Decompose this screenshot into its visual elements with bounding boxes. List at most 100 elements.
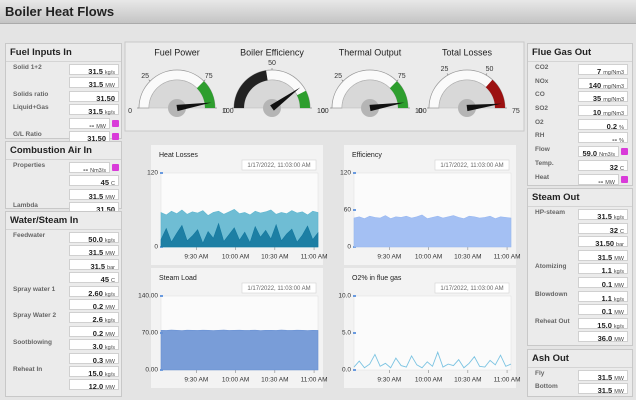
panel-row: Solid 1+2 31.5 kg/s xyxy=(6,64,121,77)
link-icon[interactable] xyxy=(112,164,119,171)
panel-row: 0.2 MW xyxy=(6,325,121,339)
row-label: Solid 1+2 xyxy=(13,64,42,71)
unit: kg/s xyxy=(104,371,115,378)
gauge-tick-label: 25 xyxy=(334,73,342,80)
row-label: Liquid+Gas xyxy=(13,104,49,112)
value-box: 31.5 MW xyxy=(69,188,119,201)
panel-row: Temp. 32 C xyxy=(528,159,632,174)
value: 32 xyxy=(609,225,619,235)
value: 140 xyxy=(588,80,602,90)
x-tick-label: 10:00 AM xyxy=(415,254,442,261)
panel-title: Water/Steam In xyxy=(6,212,121,230)
panel: Ash Out Fly 31.5 MW Bottom 31.5 MW xyxy=(527,349,633,397)
x-tick-label: 9:30 AM xyxy=(377,377,401,384)
unit: mg/Nm3 xyxy=(603,70,624,76)
value-box: 31.5 MW xyxy=(578,249,628,262)
gauge-tick-label: 100 xyxy=(222,108,234,115)
row-label: RH xyxy=(535,132,545,140)
y-tick-label: 0.0 xyxy=(342,367,351,374)
panel-row: -- MW xyxy=(6,117,121,131)
row-label: Temp. xyxy=(535,159,554,167)
y-tick-label: 120 xyxy=(147,170,158,177)
unit: C xyxy=(620,228,624,235)
value: 32 xyxy=(609,162,619,172)
value-box: 36.0 MW xyxy=(578,331,628,343)
value: 0.2 xyxy=(92,301,104,311)
gauge-tick xyxy=(203,79,206,82)
value-box: 31.50 xyxy=(69,90,119,103)
gauge-tick-label: 50 xyxy=(268,60,276,67)
gauge-needle xyxy=(369,102,405,112)
x-tick-label: 10:00 AM xyxy=(222,254,249,261)
row-label: Reheat Out xyxy=(535,317,570,325)
value-box: 45 C xyxy=(69,175,119,188)
value: 0.1 xyxy=(601,307,613,317)
value: 7 xyxy=(597,67,602,76)
unit: mg/Nm3 xyxy=(603,97,624,104)
value-box: 3.0 kg/s xyxy=(69,339,119,351)
panel-row: 45 C xyxy=(6,272,121,285)
value: 1.1 xyxy=(601,293,612,303)
value: -- xyxy=(89,120,95,130)
panel: Water/Steam In Feedwater 50.0 kg/s 31.5 MW 31.… xyxy=(5,211,122,397)
timestamp-box xyxy=(434,159,510,171)
gauge-title: Boiler Efficiency xyxy=(240,47,304,57)
gauge-band xyxy=(389,81,408,108)
unit: kg/s xyxy=(613,296,624,303)
gauge-tick xyxy=(446,73,449,76)
row-label: Sootblowing xyxy=(13,339,52,347)
panel-row: Atomizing 1.1 kg/s xyxy=(528,263,632,277)
panel-row: Fly 31.5 MW xyxy=(528,370,632,383)
timestamp: 1/17/2022, 11:03:00 AM xyxy=(440,286,503,292)
value-box: 0.1 MW xyxy=(578,304,628,317)
series-area xyxy=(160,329,319,371)
panel-row: Reheat In 15.0 kg/s xyxy=(6,365,121,379)
timestamp-box xyxy=(241,159,317,171)
panel-row: Spray Water 2 2.6 kg/s xyxy=(6,312,121,325)
value-box: 0.3 MW xyxy=(69,352,119,365)
value-box: 0.2 MW xyxy=(69,325,119,338)
y-tick-label: 0 xyxy=(154,244,158,251)
row-label: O2 xyxy=(535,118,544,126)
plot-area xyxy=(353,295,512,371)
gauge-tick xyxy=(341,79,344,82)
value: 0.2 xyxy=(606,121,618,131)
unit: % xyxy=(619,124,624,131)
x-tick-label: 10:30 AM xyxy=(454,377,481,384)
panel-row: Properties -- Nm3/s xyxy=(6,162,121,175)
value: 2.60 xyxy=(88,288,103,298)
panel-row: 31.50 bar xyxy=(528,236,632,250)
x-tick-label: 10:30 AM xyxy=(454,254,481,261)
value: 31.50 xyxy=(595,239,615,249)
panel-rows: CO2 7 mg/Nm3 NOx 140 mg/Nm3 CO 35 mg/Nm3 SO2 10 mg/… xyxy=(528,62,632,187)
link-icon[interactable] xyxy=(112,132,119,140)
panel-row: O2 0.2% xyxy=(528,118,632,133)
link-icon[interactable] xyxy=(621,148,628,156)
unit: MW xyxy=(614,389,624,396)
panel-rows: Feedwater 50.0 kg/s 31.5 MW 31.5 bar 45 C Spray w… xyxy=(6,230,121,393)
gauge-title: Total Losses xyxy=(442,47,493,57)
row-label: G/L Ratio xyxy=(13,130,42,138)
y-tick-label: 0.00 xyxy=(145,367,158,374)
panel-row: 0.1 MW xyxy=(528,276,632,291)
row-label: Reheat In xyxy=(13,365,43,373)
gauge-band xyxy=(196,81,215,108)
link-icon[interactable] xyxy=(112,119,119,127)
unit: kg/s xyxy=(613,269,624,276)
panel-title: Steam Out xyxy=(528,189,632,207)
value-box: 0.1 MW xyxy=(578,276,628,289)
value: 45 xyxy=(100,178,110,188)
gauge-tick-label: 25 xyxy=(441,66,449,73)
panel-row: 45 C xyxy=(6,175,121,188)
panel-row: 31.5 MW xyxy=(6,77,121,90)
row-label: Solids ratio xyxy=(13,90,49,98)
panel: Steam Out HP-steam 31.5 kg/s 32 C 31.50 bar 31.5… xyxy=(527,188,633,346)
chart-title: Heat Losses xyxy=(159,152,198,159)
value-box: 31.5 MW xyxy=(69,77,119,89)
link-icon[interactable] xyxy=(621,175,628,183)
x-tick-label: 11:00 AM xyxy=(494,377,521,384)
y-tick-label: 120 xyxy=(340,170,351,177)
x-tick-label: 10:00 AM xyxy=(222,377,249,384)
chart-title: Steam Load xyxy=(159,275,197,282)
value-box: 140 mg/Nm3 xyxy=(578,77,628,90)
